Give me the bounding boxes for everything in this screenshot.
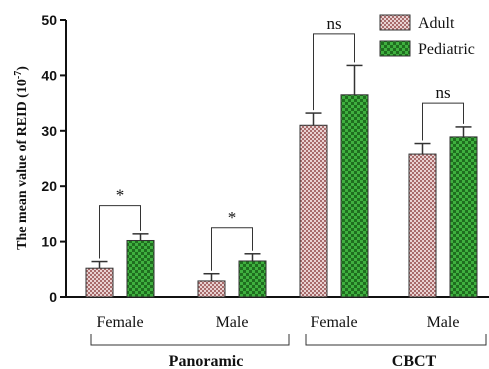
bar-pediatric-1 (238, 260, 267, 298)
y-tick-label: 50 (41, 12, 57, 28)
x-category-label: Male (216, 314, 249, 331)
y-tick-label: 30 (41, 123, 57, 139)
x-axis-labels: Female Male Female Male (96, 314, 459, 331)
significance-label: ns (435, 83, 450, 102)
x-category-label: Female (96, 314, 143, 331)
bar-pediatric-3 (449, 136, 478, 298)
significance-bracket (422, 102, 464, 141)
legend-label-pediatric: Pediatric (418, 41, 475, 58)
significance-bracket (211, 227, 253, 271)
significance-bracket (313, 33, 355, 111)
legend-swatch-adult (379, 14, 411, 31)
group-brackets: Panoramic CBCT (90, 334, 487, 369)
y-tick-label: 0 (49, 289, 57, 305)
group-bracket (90, 334, 290, 346)
group-bracket (305, 334, 487, 346)
x-category-label: Male (427, 314, 460, 331)
bar-adult-0 (85, 267, 114, 298)
group-label: CBCT (392, 353, 437, 369)
bar-adult-1 (197, 280, 226, 298)
y-tick-label: 20 (41, 178, 57, 194)
bar-adult-2 (299, 124, 328, 298)
group-label: Panoramic (169, 353, 244, 369)
bar-adult-3 (408, 153, 437, 298)
y-tick-label: 40 (41, 67, 57, 83)
legend-label-adult: Adult (418, 15, 455, 32)
x-category-label: Female (310, 314, 357, 331)
bar-pediatric-2 (340, 94, 369, 298)
y-tick-label: 10 (41, 234, 57, 250)
significance-label: ns (326, 14, 341, 33)
bar-pediatric-0 (126, 239, 155, 298)
legend: Adult Pediatric (379, 14, 475, 58)
bars-layer (85, 64, 478, 298)
y-axis-label: The mean value of REID (10-7) (13, 66, 31, 250)
significance-label: * (116, 186, 125, 205)
legend-swatch-pediatric (379, 40, 411, 57)
significance-bracket (99, 205, 141, 259)
significance-label: * (228, 208, 237, 227)
annotations-layer: * * ns ns (99, 14, 464, 271)
